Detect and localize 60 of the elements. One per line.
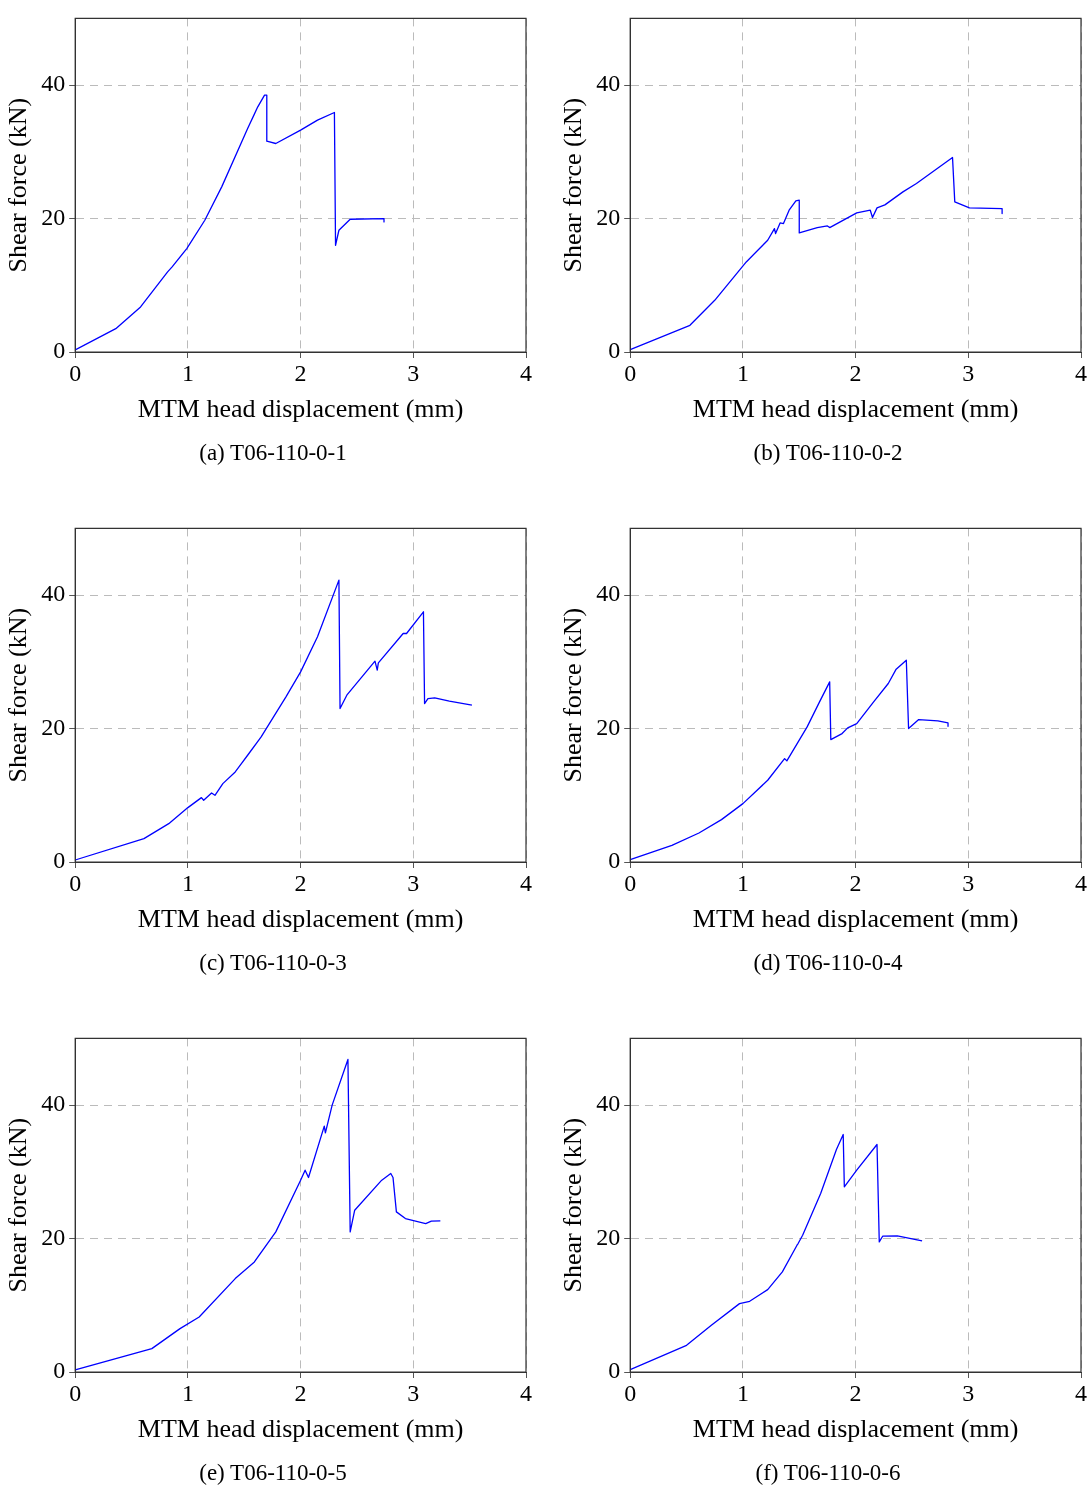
x-tick-label: 4	[520, 869, 532, 896]
y-tick-label: 20	[596, 203, 621, 230]
y-tick-label: 40	[596, 580, 621, 607]
x-tick-label: 4	[520, 1379, 532, 1406]
y-tick-label: 20	[596, 713, 621, 740]
y-axis-title: Shear force (kN)	[558, 97, 588, 273]
y-tick-label: 40	[41, 580, 66, 607]
x-tick-label: 3	[962, 359, 975, 386]
x-axis-title: MTM head displacement (mm)	[692, 394, 1019, 424]
y-tick-label: 40	[596, 70, 621, 97]
text: (e) T06-110-0-5	[198, 1460, 348, 1486]
x-axis-title: MTM head displacement (mm)	[137, 1414, 464, 1444]
x-tick-label: 4	[520, 359, 532, 386]
y-tick-label: 0	[608, 337, 621, 364]
y-tick-label: 20	[41, 1223, 66, 1250]
x-tick-label: 2	[849, 1379, 862, 1406]
x-tick-label: 4	[1075, 359, 1087, 386]
x-tick-label: 3	[407, 869, 420, 896]
y-axis-title: Shear force (kN)	[558, 1117, 588, 1293]
x-axis-title: MTM head displacement (mm)	[137, 394, 464, 424]
y-axis-title: Shear force (kN)	[558, 607, 588, 783]
x-axis-title: MTM head displacement (mm)	[137, 904, 464, 934]
x-tick-label: 3	[407, 359, 420, 386]
x-tick-label: 1	[181, 869, 194, 896]
y-tick-label: 40	[41, 1090, 66, 1117]
x-axis-title: MTM head displacement (mm)	[692, 904, 1019, 934]
y-tick-label: 20	[41, 203, 66, 230]
y-axis-title: Shear force (kN)	[3, 607, 33, 783]
x-tick-label: 3	[962, 1379, 975, 1406]
x-tick-label: 1	[736, 869, 749, 896]
y-tick-label: 0	[53, 1357, 66, 1384]
x-tick-label: 2	[849, 869, 862, 896]
y-tick-label: 40	[41, 70, 66, 97]
x-tick-label: 2	[294, 359, 307, 386]
y-axis-title: Shear force (kN)	[3, 97, 33, 273]
y-tick-label: 20	[596, 1223, 621, 1250]
x-tick-label: 1	[736, 359, 749, 386]
y-tick-label: 20	[41, 713, 66, 740]
y-tick-label: 40	[596, 1090, 621, 1117]
y-tick-label: 0	[608, 1357, 621, 1384]
x-tick-label: 2	[849, 359, 862, 386]
y-axis-title: Shear force (kN)	[3, 1117, 33, 1293]
y-tick-label: 0	[53, 337, 66, 364]
text: (a) T06-110-0-1	[198, 440, 348, 466]
y-tick-label: 0	[53, 847, 66, 874]
x-tick-label: 3	[962, 869, 975, 896]
x-tick-label: 2	[294, 869, 307, 896]
x-tick-label: 2	[294, 1379, 307, 1406]
x-tick-label: 1	[736, 1379, 749, 1406]
x-axis-title: MTM head displacement (mm)	[692, 1414, 1019, 1444]
text: (c) T06-110-0-3	[198, 950, 348, 976]
text: (b) T06-110-0-2	[752, 440, 904, 466]
y-tick-label: 0	[608, 847, 621, 874]
text: (d) T06-110-0-4	[752, 950, 904, 976]
x-tick-label: 1	[181, 1379, 194, 1406]
x-tick-label: 3	[407, 1379, 420, 1406]
x-tick-label: 1	[181, 359, 194, 386]
x-tick-label: 4	[1075, 1379, 1087, 1406]
x-tick-label: 4	[1075, 869, 1087, 896]
text: (f) T06-110-0-6	[754, 1460, 902, 1486]
